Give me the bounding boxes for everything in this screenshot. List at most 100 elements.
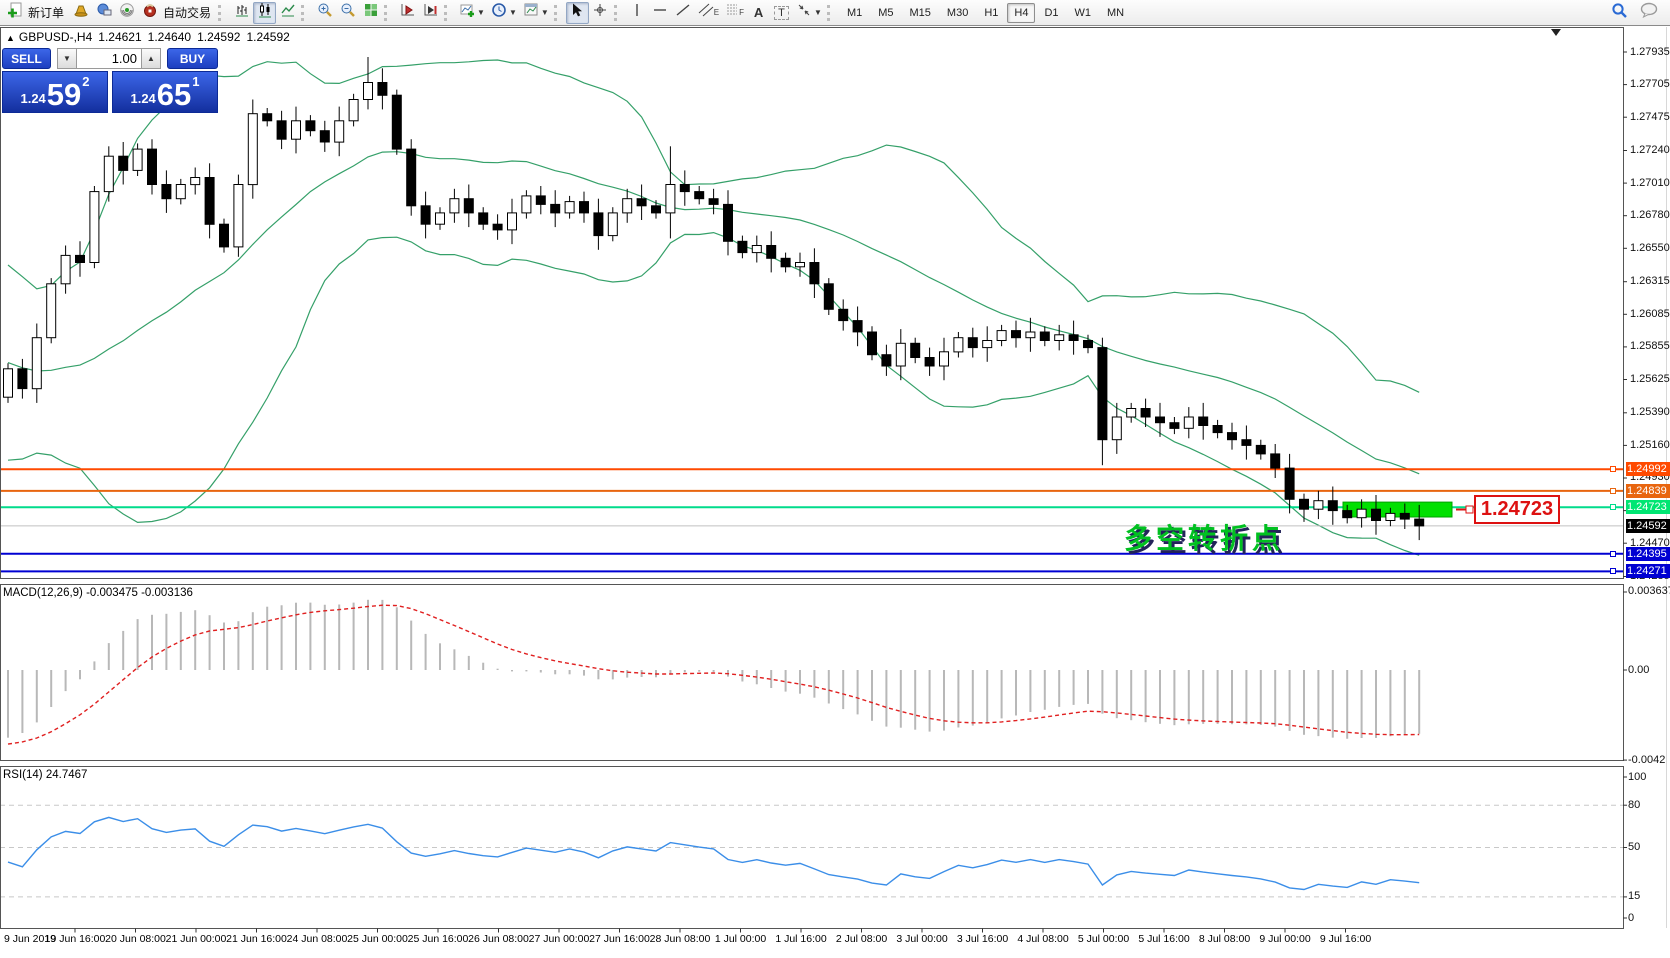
crosshair-tool-button[interactable]	[589, 2, 612, 24]
crosshair-icon	[592, 2, 608, 23]
trendline-tool-button[interactable]	[672, 2, 695, 24]
timeframe-button-d1[interactable]: D1	[1044, 6, 1059, 19]
bar-chart-button[interactable]	[230, 2, 253, 24]
arrows-icon	[796, 2, 812, 23]
trendline-icon	[675, 2, 691, 23]
autotrading-label[interactable]: 自动交易	[163, 6, 212, 20]
community-button[interactable]	[92, 2, 115, 24]
tile-windows-button[interactable]	[359, 2, 382, 24]
vline-tool-button[interactable]	[626, 2, 649, 24]
timeframe-button-w1[interactable]: W1	[1074, 6, 1092, 19]
buy-button[interactable]: BUY	[167, 48, 218, 69]
sell-price-button[interactable]: 1.24 59 2	[2, 71, 108, 113]
chart-annotation-text[interactable]: 多空转折点	[1124, 523, 1285, 554]
channel-tool-button[interactable]: E	[695, 2, 722, 24]
buy-price-sup: 1	[192, 74, 200, 89]
toolbar-grip	[553, 4, 562, 21]
clock-icon	[491, 2, 507, 23]
ohlc-low: 1.24592	[197, 30, 241, 44]
macd-label: MACD(12,26,9) -0.003475 -0.003136	[3, 587, 193, 599]
search-button[interactable]	[1608, 2, 1631, 24]
arrows-tool-button[interactable]: ▼	[793, 2, 825, 24]
dropdown-caret-icon: ▼	[540, 8, 549, 17]
zoom-in-button[interactable]	[313, 2, 336, 24]
channel-letter: E	[713, 8, 720, 17]
channel-icon	[698, 2, 714, 23]
zoom-out-button[interactable]	[336, 2, 359, 24]
chat-icon	[1640, 2, 1658, 23]
text-tool-icon: A	[753, 5, 764, 20]
timeframe-bar: M1 M5 M15 M30 H1 H4 D1 W1 MN	[839, 2, 1132, 23]
timeframe-button-m5[interactable]: M5	[878, 6, 894, 19]
ohlc-open: 1.24621	[98, 30, 142, 44]
text-tool-button[interactable]: A	[747, 2, 770, 24]
dropdown-caret-icon: ▼	[477, 8, 485, 17]
toolbar-grip	[384, 4, 392, 21]
line-chart-icon	[280, 2, 296, 23]
chart-title: ▲ GBPUSD-,H4 1.24621 1.24640 1.24592 1.24592	[6, 30, 296, 44]
label-tool-button[interactable]: T	[770, 2, 793, 24]
symbol-title: GBPUSD-,H4	[18, 30, 93, 44]
bar-chart-icon	[234, 2, 250, 23]
toolbar-grip	[444, 4, 452, 21]
line-chart-button[interactable]	[276, 2, 299, 24]
step-end-icon	[423, 2, 439, 23]
fibonacci-tool-button[interactable]: F	[722, 2, 747, 24]
period-clock-button[interactable]: ▼	[488, 2, 520, 24]
macd-signal-value: -0.003136	[141, 587, 193, 599]
buy-price-prefix: 1.24	[130, 91, 156, 106]
zoom-out-icon	[340, 2, 356, 23]
webphone-icon	[119, 2, 135, 23]
chart-shift-marker-icon[interactable]	[1551, 29, 1561, 36]
chat-button[interactable]	[1637, 2, 1661, 24]
timeframe-button-mn[interactable]: MN	[1107, 6, 1125, 19]
collapse-marker-icon[interactable]: ▲	[6, 33, 15, 43]
dropdown-caret-icon: ▼	[508, 8, 517, 17]
add-indicator-button[interactable]: ▼	[456, 2, 488, 24]
person-icon	[96, 2, 112, 23]
autotrading-icon	[142, 2, 158, 23]
toolbar-grip	[301, 4, 309, 21]
buy-price-big: 65	[156, 77, 192, 112]
zoom-in-icon	[317, 2, 333, 23]
rsi-value: 24.7467	[45, 769, 88, 781]
hat-icon	[73, 2, 89, 23]
hat-button[interactable]	[69, 2, 92, 24]
macd-main-value: -0.003475	[86, 587, 138, 599]
hline-tool-button[interactable]	[649, 2, 672, 24]
template-button[interactable]: ▼	[520, 2, 552, 24]
sell-price-sup: 2	[82, 74, 90, 89]
buy-price-button[interactable]: 1.24 65 1	[112, 71, 218, 113]
cursor-tool-button[interactable]	[565, 1, 589, 24]
volume-input[interactable]: 1.00	[77, 48, 141, 69]
toolbar-grip	[218, 4, 226, 21]
ohlc-high: 1.24640	[147, 30, 192, 44]
new-order-label[interactable]: 新订单	[28, 6, 65, 20]
step-end-button[interactable]	[419, 2, 442, 24]
cursor-icon	[569, 2, 585, 23]
volume-up-button[interactable]: ▲	[141, 48, 161, 69]
main-toolbar: 新订单 自动交易 ▼ ▼	[0, 0, 1670, 26]
timeframe-button-m30[interactable]: M30	[946, 6, 969, 19]
autotrading-button[interactable]	[138, 2, 161, 24]
timeframe-button-m1[interactable]: M1	[846, 6, 863, 19]
sell-button[interactable]: SELL	[2, 48, 51, 69]
step-forward-button[interactable]	[396, 2, 419, 24]
price-callout-label[interactable]: 1.24723	[1474, 495, 1560, 524]
add-indicator-icon	[459, 2, 475, 23]
sell-price-prefix: 1.24	[20, 91, 46, 106]
timeframe-button-h1[interactable]: H1	[984, 6, 999, 19]
timeframe-button-h4[interactable]: H4	[1007, 2, 1036, 23]
timeframe-button-m15[interactable]: M15	[909, 6, 931, 19]
new-order-button[interactable]	[3, 2, 26, 24]
one-click-trading-panel: SELL ▼ 1.00 ▲ BUY 1.24 59 2 1.24 65 1	[2, 48, 218, 113]
candlestick-chart-button[interactable]	[253, 1, 277, 24]
label-tool-icon: T	[774, 5, 789, 20]
webphone-button[interactable]	[115, 2, 138, 24]
vline-icon	[630, 2, 644, 23]
toolbar-grip	[613, 4, 622, 21]
volume-down-button[interactable]: ▼	[57, 48, 77, 69]
candlestick-chart-icon	[257, 2, 273, 23]
volume-stepper: ▼ 1.00 ▲	[57, 48, 161, 69]
